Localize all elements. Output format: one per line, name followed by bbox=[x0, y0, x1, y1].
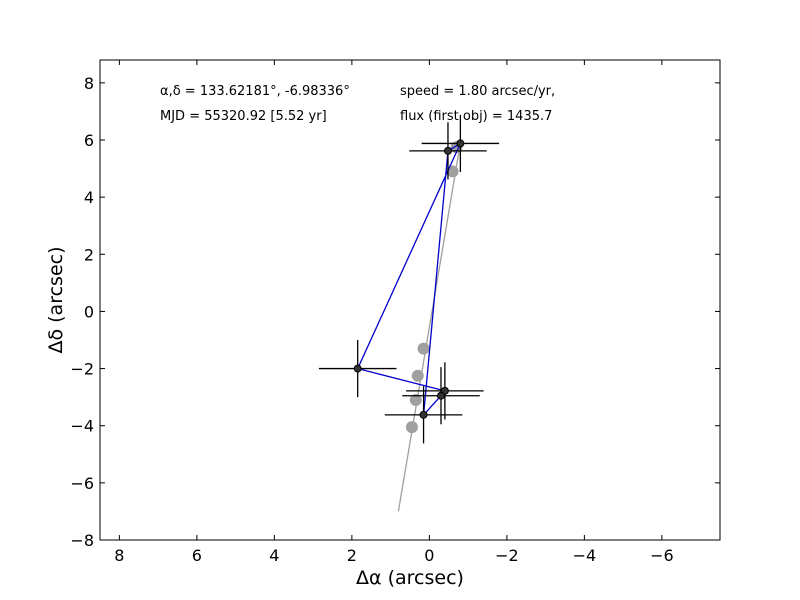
data-layer bbox=[318, 114, 500, 512]
y-tick-label: 0 bbox=[84, 302, 94, 321]
plot-frame bbox=[99, 59, 721, 541]
x-tick-label: 6 bbox=[192, 546, 202, 565]
x-tick-label: −4 bbox=[573, 546, 597, 565]
x-tick-label: −2 bbox=[495, 546, 519, 565]
y-tick-label: −8 bbox=[70, 531, 94, 550]
annotation-mjd: MJD = 55320.92 [5.52 yr] bbox=[160, 109, 327, 124]
y-tick-label: 2 bbox=[84, 245, 94, 264]
x-tick-label: −6 bbox=[650, 546, 674, 565]
x-axis-label: Δα (arcsec) bbox=[356, 567, 464, 589]
model-track-line bbox=[397, 142, 462, 512]
y-axis-label: Δδ (arcsec) bbox=[45, 246, 67, 353]
observation-point bbox=[443, 146, 452, 155]
model-position-point bbox=[409, 394, 422, 406]
annotation-coords: α,δ = 133.62181°, -6.98336° bbox=[160, 84, 350, 99]
ticks-layer: 8 6 4 2 0 −2 −4 −6 8 6 4 2 0 −2 −4 −6 −8 bbox=[70, 60, 720, 565]
observation-point bbox=[437, 391, 445, 400]
annotation-flux: flux (first obj) = 1435.7 bbox=[400, 109, 552, 124]
y-tick-label: 4 bbox=[84, 188, 94, 207]
observation-point bbox=[353, 364, 362, 373]
model-position-point bbox=[411, 369, 424, 382]
model-position-point bbox=[417, 342, 430, 355]
observation-point bbox=[456, 139, 465, 148]
y-tick-label: −4 bbox=[70, 417, 94, 436]
x-tick-label: 4 bbox=[269, 546, 279, 565]
model-position-point bbox=[405, 421, 418, 434]
annotation-speed: speed = 1.80 arcsec/yr, bbox=[400, 84, 555, 99]
x-tick-label: 0 bbox=[424, 546, 434, 565]
x-tick-label: 2 bbox=[347, 546, 357, 565]
x-tick-label: 8 bbox=[114, 546, 124, 565]
y-tick-label: −2 bbox=[70, 360, 94, 379]
y-tick-label: 6 bbox=[84, 131, 94, 150]
y-tick-label: 8 bbox=[84, 74, 94, 93]
y-tick-label: −6 bbox=[70, 474, 94, 493]
observation-point bbox=[419, 410, 428, 419]
